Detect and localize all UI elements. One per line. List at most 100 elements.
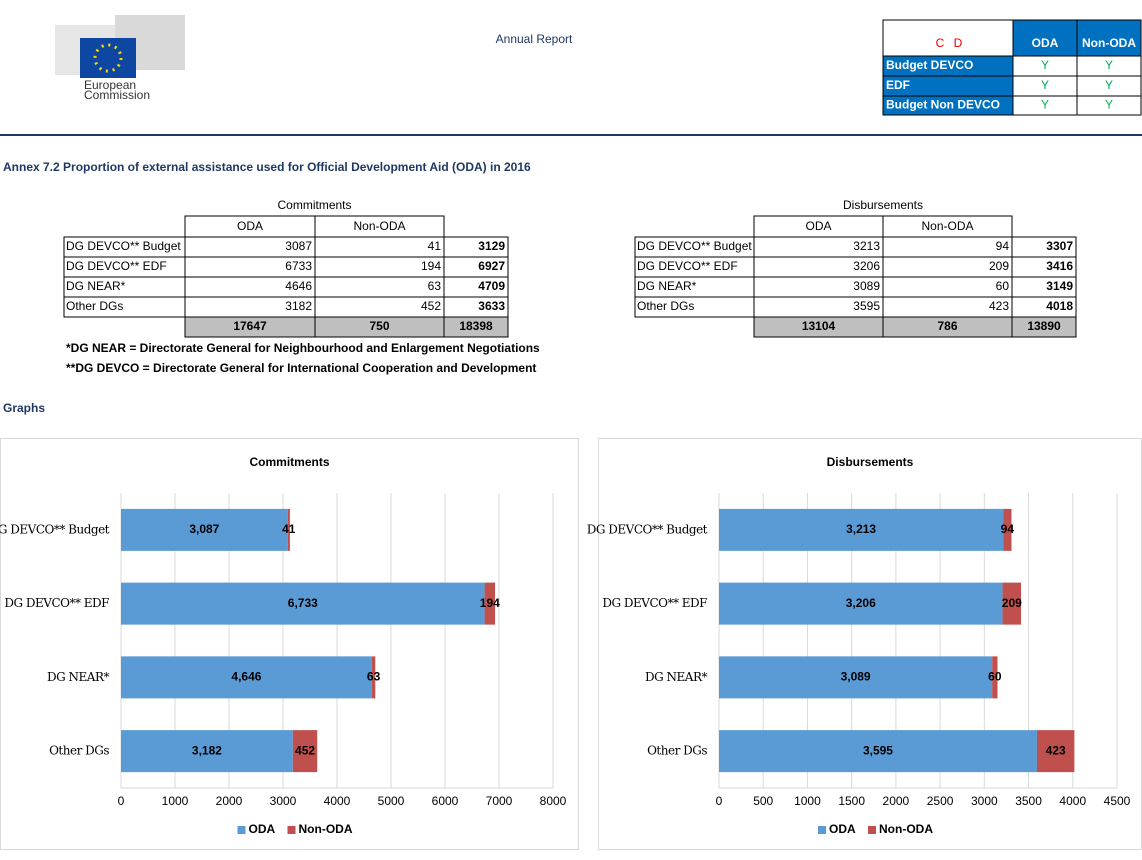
bar (719, 582, 1003, 625)
x-tick-label: 2000 (883, 794, 910, 808)
table-value: 3633 (478, 299, 505, 313)
legend-label: ODA (249, 822, 276, 836)
table-row-label: Other DGs (66, 299, 123, 313)
x-tick-label: 4000 (1059, 794, 1086, 808)
bar (292, 730, 318, 773)
table-title: Commitments (277, 198, 351, 212)
graphs-heading: Graphs (3, 401, 45, 415)
legend-label: ODA (829, 822, 856, 836)
x-tick-label: 3000 (270, 794, 297, 808)
chart-title: Disbursements (827, 455, 914, 469)
data-label: 3,213 (846, 522, 876, 536)
legend-swatch (237, 826, 246, 834)
table-value: 3149 (1046, 279, 1073, 293)
x-tick-label: 1000 (162, 794, 189, 808)
table-value: 6733 (285, 259, 312, 273)
title: Annual Report (496, 32, 573, 46)
y-tick-label: DG DEVCO** EDF (4, 596, 109, 610)
data-label: 6,733 (288, 596, 318, 610)
data-label: 63 (367, 670, 381, 684)
x-tick-label: 0 (716, 794, 723, 808)
legend-swatch (818, 826, 826, 834)
y-tick-label: DG DEVCO** Budget (0, 522, 110, 536)
bar (121, 582, 485, 625)
legend-cell-text: Y (1041, 58, 1049, 72)
x-tick-label: 3000 (971, 794, 998, 808)
legend-cell-text: Y (1041, 98, 1049, 112)
x-tick-label: 4000 (324, 794, 351, 808)
table-value: 194 (421, 259, 441, 273)
legend-corner-letter: C (936, 36, 945, 50)
table-row-label: DG DEVCO** EDF (637, 259, 738, 273)
bar (1036, 730, 1075, 773)
legend-swatch (287, 826, 296, 834)
legend-header: ODA (1032, 36, 1059, 50)
x-tick-label: 4500 (1104, 794, 1131, 808)
legend-cell-text: Y (1041, 78, 1049, 92)
bar (1002, 582, 1022, 625)
table-total: 750 (369, 319, 389, 333)
table-value: 3416 (1046, 259, 1073, 273)
legend-header: Non-ODA (1082, 36, 1136, 50)
legend-label: Non-ODA (299, 822, 353, 836)
data-label: 209 (1002, 596, 1022, 610)
note: **DG DEVCO = Directorate General for Int… (66, 361, 536, 375)
annex-title: Annex 7.2 Proportion of external assista… (3, 160, 531, 174)
legend-cell (1076, 95, 1142, 116)
table-value: 94 (996, 239, 1010, 253)
data-label: 4,646 (231, 670, 261, 684)
data-label: 452 (295, 743, 315, 757)
x-tick-label: 6000 (432, 794, 459, 808)
chart-panel (598, 438, 1142, 850)
table-total: 13890 (1027, 319, 1061, 333)
table-row-label: DG NEAR* (66, 279, 126, 293)
table-value: 423 (989, 299, 1009, 313)
chart-title: Commitments (249, 455, 329, 469)
x-tick-label: 8000 (540, 794, 567, 808)
table-value: 4709 (478, 279, 505, 293)
legend-corner-letter: D (954, 36, 963, 50)
y-tick-label: Other DGs (647, 744, 707, 758)
logo (55, 15, 185, 78)
table-value: 60 (996, 279, 1010, 293)
table-value: 3595 (853, 299, 880, 313)
table-cell (882, 236, 1013, 258)
legend-row-label: Budget DEVCO (886, 58, 973, 72)
data-label: 3,087 (189, 522, 219, 536)
table-value: 4018 (1046, 299, 1073, 313)
legend-row-label: EDF (886, 78, 910, 92)
data-label: 94 (1001, 522, 1015, 536)
bar (719, 730, 1037, 773)
bar (719, 508, 1004, 551)
logo-text: European (84, 78, 136, 92)
table-value: 452 (421, 299, 441, 313)
chart-panel (0, 438, 579, 850)
data-label: 3,182 (192, 743, 222, 757)
data-label: 3,595 (863, 743, 893, 757)
table-value: 63 (428, 279, 442, 293)
bar (992, 656, 998, 699)
table-row-label: DG DEVCO** Budget (66, 239, 181, 253)
table-total-cell (443, 316, 509, 338)
table-value: 3089 (853, 279, 880, 293)
table-header: Non-ODA (921, 219, 973, 233)
legend-cell-text: Y (1105, 98, 1113, 112)
data-label: 3,089 (841, 670, 871, 684)
x-tick-label: 0 (118, 794, 125, 808)
data-label: 423 (1046, 743, 1066, 757)
table-row-label: DG DEVCO** Budget (637, 239, 752, 253)
data-label: 41 (282, 522, 296, 536)
y-tick-label: Other DGs (49, 744, 109, 758)
y-tick-label: DG NEAR* (645, 670, 707, 684)
x-tick-label: 7000 (486, 794, 513, 808)
y-tick-label: DG DEVCO** Budget (587, 522, 708, 536)
y-tick-label: DG DEVCO** EDF (602, 596, 707, 610)
legend-row-label: Budget Non DEVCO (886, 98, 1000, 112)
x-tick-label: 3500 (1015, 794, 1042, 808)
table-header: Non-ODA (353, 219, 405, 233)
table-value: 209 (989, 259, 1009, 273)
logo-flag (80, 38, 136, 78)
table-total: 17647 (233, 319, 267, 333)
table-total: 13104 (802, 319, 836, 333)
